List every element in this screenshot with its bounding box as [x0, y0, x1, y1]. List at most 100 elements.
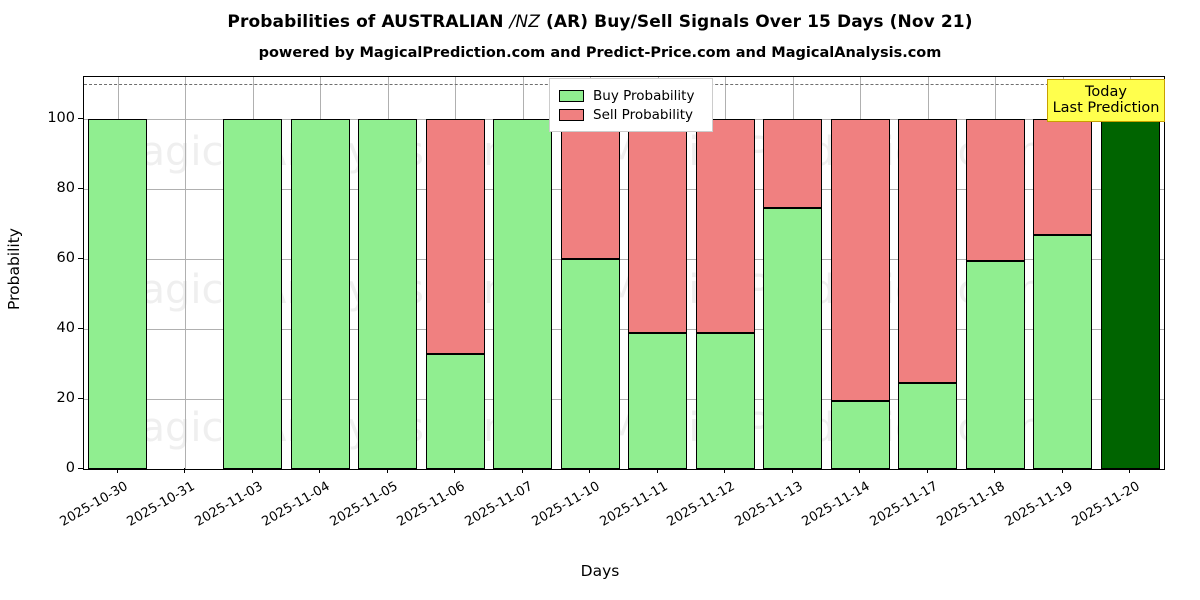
- bar-segment-buy: [560, 259, 620, 469]
- x-tick-mark: [859, 468, 860, 473]
- x-tick-label: 2025-11-13: [732, 479, 806, 530]
- bar-2025-11-18[interactable]: [965, 77, 1025, 469]
- legend-item-buy: Buy Probability: [559, 86, 703, 105]
- x-tick-mark: [454, 468, 455, 473]
- gridline-horizontal: [84, 399, 1164, 400]
- bar-2025-11-03[interactable]: [223, 77, 283, 469]
- y-tick-mark: [78, 398, 83, 399]
- bar-segment-buy: [830, 400, 890, 469]
- gridline-horizontal: [84, 469, 1164, 470]
- bar-2025-11-12[interactable]: [695, 77, 755, 469]
- bar-2025-11-17[interactable]: [898, 77, 958, 469]
- x-tick-mark: [792, 468, 793, 473]
- bar-2025-11-20[interactable]: [1100, 77, 1160, 469]
- legend-swatch-buy: [559, 89, 584, 102]
- gridline-horizontal: [84, 259, 1164, 260]
- bar-2025-11-06[interactable]: [425, 77, 485, 469]
- page-title: Probabilities of AUSTRALIAN /NZ (AR) Buy…: [0, 12, 1200, 32]
- gridline-vertical: [185, 77, 186, 469]
- bar-segment-sell: [830, 119, 890, 401]
- bar-segment-sell: [1033, 119, 1093, 235]
- x-tick-label: 2025-11-07: [462, 479, 536, 530]
- bar-segment-buy: [223, 119, 283, 469]
- x-tick-mark: [994, 468, 995, 473]
- bar-segment-sell: [695, 119, 755, 333]
- today-line-1: Today: [1085, 84, 1127, 100]
- x-tick-mark: [387, 468, 388, 473]
- bar-segment-sell: [898, 119, 958, 384]
- y-tick-mark: [78, 188, 83, 189]
- plot-area: MagicalAnalysis.comMagicaPrediction.comM…: [83, 76, 1165, 470]
- bar-segment-buy: [628, 332, 688, 469]
- x-tick-mark: [252, 468, 253, 473]
- y-tick-mark: [78, 468, 83, 469]
- title-prefix: Probabilities of AUSTRALIAN: [227, 12, 510, 32]
- bar-segment-sell: [560, 119, 620, 259]
- bar-segment-today: [1100, 119, 1160, 469]
- bar-2025-10-30[interactable]: [88, 77, 148, 469]
- bar-segment-sell: [763, 119, 823, 209]
- bar-segment-buy: [695, 332, 755, 469]
- x-tick-label: 2025-11-06: [394, 479, 468, 530]
- x-tick-label: 2025-11-11: [597, 479, 671, 530]
- bar-2025-11-14[interactable]: [830, 77, 890, 469]
- bar-segment-sell: [965, 119, 1025, 261]
- y-tick-label: 100: [47, 110, 75, 126]
- bar-segment-buy: [898, 383, 958, 469]
- bar-segment-buy: [763, 208, 823, 469]
- x-tick-label: 2025-11-05: [327, 479, 401, 530]
- x-tick-mark: [319, 468, 320, 473]
- legend-swatch-sell: [559, 108, 584, 121]
- x-tick-label: 2025-10-30: [57, 479, 131, 530]
- legend-label-buy: Buy Probability: [593, 87, 695, 104]
- x-tick-label: 2025-11-10: [529, 479, 603, 530]
- bar-2025-11-10[interactable]: [560, 77, 620, 469]
- x-tick-mark: [927, 468, 928, 473]
- y-tick-label: 60: [56, 250, 75, 266]
- chart-subtitle: powered by MagicalPrediction.com and Pre…: [258, 45, 942, 61]
- bar-segment-sell: [425, 119, 485, 354]
- x-tick-label: 2025-11-20: [1069, 479, 1143, 530]
- x-tick-mark: [1062, 468, 1063, 473]
- today-annotation: Today Last Prediction: [1047, 79, 1165, 123]
- x-tick-label: 2025-11-12: [664, 479, 738, 530]
- gridline-horizontal: [84, 189, 1164, 190]
- bar-segment-buy: [358, 119, 418, 469]
- bar-segment-buy: [425, 353, 485, 469]
- x-tick-label: 2025-11-17: [867, 479, 941, 530]
- chart-legend: Buy Probability Sell Probability: [549, 78, 713, 132]
- x-tick-mark: [724, 468, 725, 473]
- x-tick-label: 2025-11-03: [192, 479, 266, 530]
- bar-2025-11-19[interactable]: [1033, 77, 1093, 469]
- y-tick-label: 20: [56, 390, 75, 406]
- today-line-2: Last Prediction: [1052, 100, 1160, 117]
- y-tick-label: 80: [56, 180, 75, 196]
- bar-segment-buy: [290, 119, 350, 469]
- x-tick-mark: [657, 468, 658, 473]
- bar-2025-11-13[interactable]: [763, 77, 823, 469]
- x-tick-mark: [117, 468, 118, 473]
- x-tick-label: 2025-10-31: [124, 479, 198, 530]
- title-suffix: (AR) Buy/Sell Signals Over 15 Days (Nov …: [539, 12, 973, 32]
- legend-label-sell: Sell Probability: [593, 106, 694, 123]
- x-tick-mark: [1129, 468, 1130, 473]
- y-tick-label: 0: [65, 460, 75, 476]
- bar-2025-11-07[interactable]: [493, 77, 553, 469]
- legend-item-sell: Sell Probability: [559, 105, 703, 124]
- x-tick-mark: [184, 468, 185, 473]
- title-italic-pair: /NZ: [509, 12, 540, 32]
- x-tick-mark: [589, 468, 590, 473]
- bar-2025-11-05[interactable]: [358, 77, 418, 469]
- x-tick-mark: [522, 468, 523, 473]
- bar-segment-buy: [1033, 234, 1093, 469]
- bar-2025-11-04[interactable]: [290, 77, 350, 469]
- x-tick-label: 2025-11-14: [799, 479, 873, 530]
- x-tick-label: 2025-11-04: [259, 479, 333, 530]
- y-tick-mark: [78, 258, 83, 259]
- bar-segment-buy: [493, 119, 553, 469]
- x-tick-label: 2025-11-19: [1002, 479, 1076, 530]
- y-tick-mark: [78, 118, 83, 119]
- gridline-horizontal: [84, 329, 1164, 330]
- bar-2025-11-11[interactable]: [628, 77, 688, 469]
